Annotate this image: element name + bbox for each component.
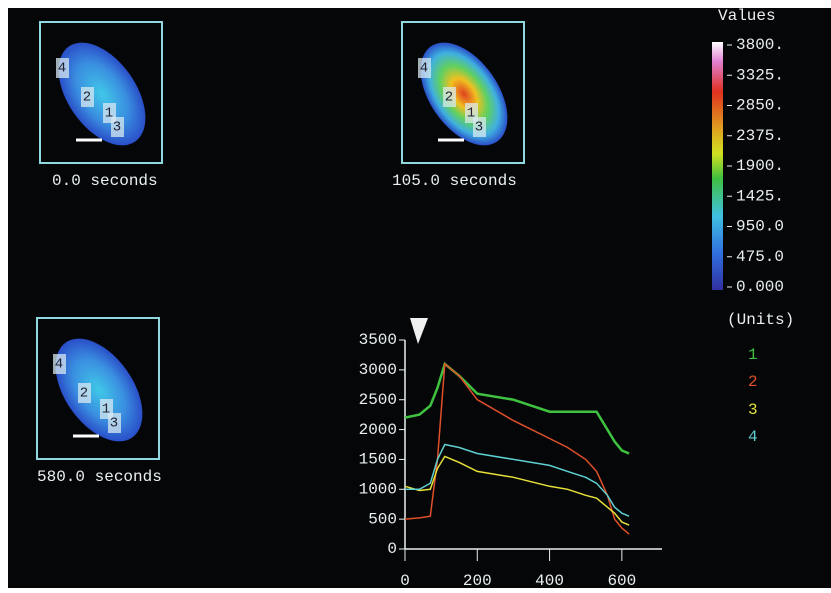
region-label: 2 (80, 386, 88, 402)
color-bar (712, 42, 723, 290)
y-tick-label: 2000 (359, 421, 397, 439)
colorbar-label: 2375. (736, 127, 784, 145)
x-tick-label: 600 (607, 572, 636, 588)
legend-entry: 1 (748, 346, 758, 364)
y-tick-label: 1500 (359, 451, 397, 469)
legend-entry: 3 (748, 401, 758, 419)
legend-entry: 2 (748, 373, 758, 391)
y-tick-label: 500 (368, 510, 397, 528)
region-label: 3 (113, 120, 121, 136)
panel-caption: 105.0 seconds (392, 172, 517, 190)
region-label: 2 (445, 90, 453, 106)
colorbar-label: 1425. (736, 187, 784, 205)
colorbar-label: 0.000 (736, 278, 784, 296)
region-label: 3 (110, 416, 118, 432)
colorbar-label: 475.0 (736, 248, 784, 266)
colorbar-label: 3800. (736, 36, 784, 54)
colorbar-title: Values (718, 7, 776, 25)
y-tick-label: 3500 (359, 331, 397, 349)
colorbar-units: (Units) (727, 311, 794, 329)
colorbar-label: 2850. (736, 97, 784, 115)
y-tick-label: 2500 (359, 391, 397, 409)
colorbar-label: 1900. (736, 157, 784, 175)
region-label: 2 (83, 90, 91, 106)
region-label: 3 (475, 120, 483, 136)
panel-caption: 580.0 seconds (37, 468, 162, 486)
y-tick-label: 0 (387, 540, 397, 558)
x-tick-label: 400 (535, 572, 564, 588)
panel-caption: 0.0 seconds (52, 172, 158, 190)
colorbar-label: 950.0 (736, 218, 784, 236)
colorbar-label: 3325. (736, 66, 784, 84)
region-label: 4 (58, 61, 66, 77)
region-label: 4 (55, 357, 63, 373)
colorbar-labels: 3800. 3325. 2850. 2375. 1900. 1425. 950.0 475.0… (727, 36, 784, 296)
x-tick-label: 200 (463, 572, 492, 588)
legend-entry: 4 (748, 428, 758, 446)
y-tick-label: 1000 (359, 481, 397, 499)
x-tick-label: 0 (400, 572, 410, 588)
screen: 42130.0 seconds4213105.0 seconds4213580.… (0, 0, 831, 588)
region-label: 4 (420, 61, 428, 77)
y-tick-label: 3000 (359, 361, 397, 379)
